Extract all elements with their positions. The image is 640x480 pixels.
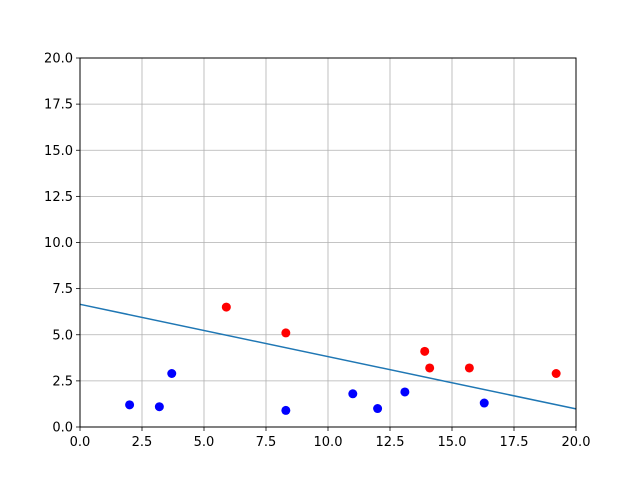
data-point-s0-5 — [373, 404, 383, 414]
y-axis-ticks: 0.0 2.5 5.0 7.5 10.0 12.5 15.0 17.5 20.0 — [44, 52, 80, 436]
x-tick-label-8: 20.0 — [562, 435, 591, 450]
data-point-s0-1 — [154, 402, 164, 412]
fit-line-0 — [79, 303, 577, 410]
y-tick-label-8: 20.0 — [44, 52, 73, 67]
y-tick-label-7: 17.5 — [44, 98, 73, 113]
data-point-s0-0 — [125, 400, 135, 410]
y-tick-label-6: 15.0 — [44, 144, 73, 159]
data-point-s1-3 — [425, 363, 435, 373]
y-tick-label-1: 2.5 — [52, 374, 73, 389]
x-tick-label-4: 10.0 — [314, 435, 343, 450]
y-tick-label-3: 7.5 — [52, 282, 73, 297]
y-tick-label-4: 10.0 — [44, 236, 73, 251]
data-point-s0-3 — [281, 405, 291, 415]
data-point-s0-6 — [400, 387, 410, 397]
data-point-s1-2 — [420, 346, 430, 356]
x-tick-label-2: 5.0 — [194, 435, 215, 450]
y-tick-label-5: 12.5 — [44, 190, 73, 205]
fit-lines — [79, 303, 577, 410]
data-point-s0-4 — [348, 389, 358, 399]
grid-lines — [79, 57, 577, 428]
data-point-s1-5 — [551, 368, 561, 378]
data-points — [125, 302, 561, 415]
data-point-s1-1 — [281, 328, 291, 338]
x-tick-label-5: 12.5 — [376, 435, 405, 450]
y-tick-label-0: 0.0 — [52, 421, 73, 436]
x-tick-label-3: 7.5 — [256, 435, 277, 450]
data-point-s0-7 — [479, 398, 489, 408]
y-tick-label-2: 5.0 — [52, 328, 73, 343]
x-axis-ticks: 0.0 2.5 5.0 7.5 10.0 12.5 15.0 17.5 20.0 — [70, 427, 591, 450]
x-tick-label-7: 17.5 — [500, 435, 529, 450]
data-point-s1-4 — [464, 363, 474, 373]
x-tick-label-6: 15.0 — [438, 435, 467, 450]
data-point-s0-2 — [167, 368, 177, 378]
x-tick-label-0: 0.0 — [70, 435, 91, 450]
x-tick-label-1: 2.5 — [132, 435, 153, 450]
data-point-s1-0 — [221, 302, 231, 312]
